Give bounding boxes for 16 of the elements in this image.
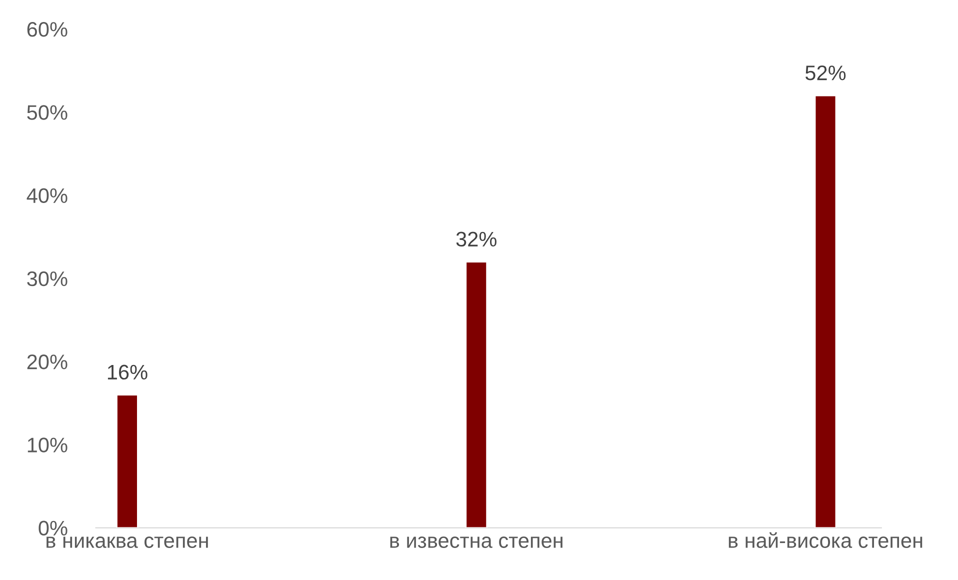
- bar: [116, 394, 138, 528]
- data-label: 32%: [456, 232, 496, 247]
- bar: [814, 94, 837, 528]
- x-tick-label: в известна степен: [390, 536, 562, 548]
- y-tick-label: 40%: [26, 188, 68, 204]
- y-tick-label: 30%: [27, 271, 68, 286]
- data-label: 52%: [805, 66, 846, 80]
- y-tick-label: 50%: [27, 105, 68, 120]
- y-tick-label: 10%: [28, 438, 68, 452]
- y-tick-label: 20%: [27, 354, 68, 370]
- x-tick-label: в никаква степен: [46, 536, 208, 548]
- x-tick-label: в най-висока степен: [728, 532, 922, 548]
- y-tick-label: 60%: [27, 22, 68, 37]
- data-label: 16%: [108, 364, 148, 380]
- y-tick-label: 0%: [38, 520, 68, 536]
- bar: [465, 261, 488, 528]
